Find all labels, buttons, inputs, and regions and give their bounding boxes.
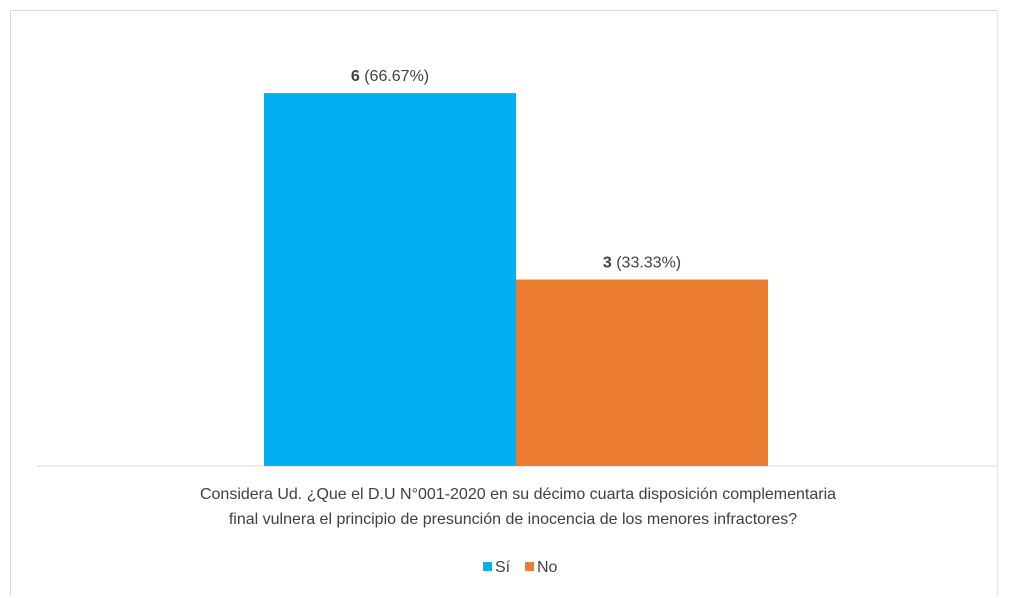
- data-label-no: 3 (33.33%): [603, 255, 681, 272]
- category-label-line-2: final vulnera el principio de presunción…: [229, 511, 797, 528]
- legend-label-no: No: [537, 559, 558, 576]
- bar-no: [516, 279, 768, 466]
- data-labels-group: 6 (66.67%) 3 (33.33%): [351, 68, 681, 271]
- chart-frame: [10, 10, 998, 596]
- bar-s: [264, 93, 516, 467]
- bars-group: [264, 93, 768, 467]
- data-label-value: 6: [351, 68, 360, 85]
- legend-swatch-si: [483, 562, 492, 571]
- data-label-percent: (33.33%): [612, 255, 681, 272]
- legend-label-si: Sí: [495, 559, 511, 576]
- category-label-line-1: Considera Ud. ¿Que el D.U N°001-2020 en …: [200, 486, 836, 503]
- legend-swatch-no: [525, 562, 534, 571]
- data-label-s: 6 (66.67%): [351, 68, 429, 85]
- data-label-value: 3: [603, 255, 612, 272]
- legend: Sí No: [483, 559, 558, 576]
- data-label-percent: (66.67%): [360, 68, 429, 85]
